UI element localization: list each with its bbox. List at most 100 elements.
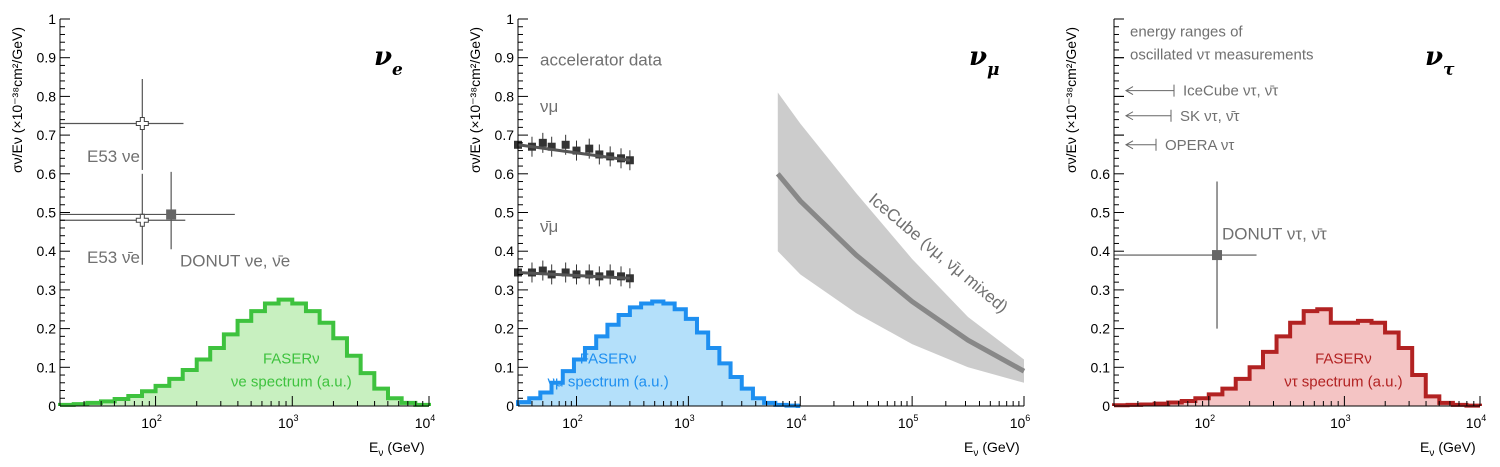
x-axis-label-sub: ν (1429, 448, 1434, 459)
energy-range-arrow (1124, 111, 1134, 121)
spectrum-label-name: νμ spectrum (a.u.) (548, 374, 669, 391)
y-tick-label: 0.7 (495, 127, 515, 143)
accelerator_numu-point (561, 140, 570, 149)
spectrum-fill (60, 299, 429, 406)
x-tick-exponent: 3 (294, 413, 299, 423)
accelerator_numubar-band (517, 270, 630, 280)
accelerator_numu-point (547, 142, 556, 151)
panel-nutau: FASERν ντ spectrum (a.u.) IceCube ντ, ν̄τ S… (1063, 18, 1487, 459)
accelerator_numubar-point (538, 266, 547, 275)
annotation-numubar: ν̄μ (540, 217, 558, 236)
y-tick-label: 0.2 (495, 321, 515, 337)
annotation-e53-nu: E53 νe (87, 147, 140, 166)
accelerator_numu-point (585, 144, 594, 153)
y-tick-label: 0.5 (495, 205, 515, 221)
x-tick-exponent: 4 (430, 413, 435, 423)
annotation-donut: DONUT ντ, ν̄τ (1222, 225, 1327, 244)
spectrum-label-faser: FASERν (580, 350, 637, 367)
energy-range-arrow (1124, 86, 1134, 96)
x-tick-exponent: 2 (1210, 413, 1215, 423)
x-axis-label-sub: ν (973, 448, 978, 459)
point-marker (135, 116, 149, 130)
spectrum-label-name: ντ spectrum (a.u.) (1284, 374, 1402, 391)
panel-symbol: νμ (969, 42, 1000, 80)
x-tick-exponent: 3 (1346, 413, 1351, 423)
y-tick-label: 0.4 (495, 243, 515, 259)
x-tick-exponent: 2 (157, 413, 162, 423)
x-axis-label-sub: ν (378, 448, 383, 459)
accelerator_numu-point (572, 146, 581, 155)
annotation-accelerator: accelerator data (540, 50, 662, 69)
y-tick-label: 0.7 (37, 127, 57, 143)
x-tick-exponent: 5 (913, 413, 918, 423)
y-tick-label: 1 (506, 11, 514, 27)
y-tick-label: 0 (1102, 398, 1110, 414)
y-tick-label: 0.1 (1091, 359, 1111, 375)
x-axis-label: Eν (GeV) (1420, 439, 1476, 459)
panel-symbol: ντ (1425, 42, 1455, 80)
x-axis-label: Eν (GeV) (369, 439, 425, 459)
y-tick-label: 0.4 (37, 243, 57, 259)
y-tick-label: 0.1 (495, 359, 515, 375)
x-tick-exponent: 4 (802, 413, 807, 423)
spectrum-histogram (58, 297, 431, 407)
x-tick-exponent: 3 (690, 413, 695, 423)
icecube-central-line (775, 172, 1026, 374)
x-tick-label: 103 (1330, 413, 1351, 431)
x-tick-exponent: 6 (1025, 413, 1030, 423)
y-tick-label: 0.3 (495, 282, 515, 298)
x-axis-label-unit: (GeV) (1438, 439, 1475, 455)
accelerator_numu-point (595, 150, 604, 159)
spectrum-histogram (516, 299, 801, 408)
point-marker (1212, 250, 1223, 261)
y-tick-label: 0.5 (37, 205, 57, 221)
point-marker (166, 209, 177, 220)
y-axis-label: σν/Eν (×10⁻³⁸cm²/GeV) (1063, 27, 1079, 173)
annotation-numu: νμ (540, 97, 558, 116)
annotation-donut: DONUT νe, ν̄e (180, 252, 290, 271)
y-tick-label: 0.2 (1091, 321, 1111, 337)
x-tick-label: 102 (1194, 413, 1215, 431)
accelerator_numubar-point (585, 270, 594, 279)
energy-range-label: OPERA ντ (1165, 137, 1234, 154)
y-tick-label: 0.6 (37, 166, 57, 182)
point-marker (135, 213, 149, 227)
x-tick-label: 104 (1466, 413, 1487, 431)
spectrum-label-faser: FASERν (1315, 350, 1372, 367)
x-tick-label: 103 (674, 413, 695, 431)
panel-symbol: νe (374, 42, 403, 80)
y-tick-label: 0.3 (37, 282, 57, 298)
y-tick-label: 0.1 (37, 359, 57, 375)
x-tick-label: 104 (786, 413, 807, 431)
accelerator_numubar-point (606, 270, 615, 279)
energy-range-label: IceCube ντ, ν̄τ (1183, 83, 1278, 100)
accelerator_numubar-point (561, 268, 570, 277)
y-tick-label: 0.9 (37, 50, 57, 66)
x-tick-label: 103 (278, 413, 299, 431)
x-axis-label-unit: (GeV) (982, 439, 1019, 455)
y-tick-label: 0.3 (1091, 282, 1111, 298)
icecube-band (777, 92, 1024, 383)
y-tick-label: 0.8 (495, 88, 515, 104)
panel-nue: FASERν νe spectrum (a.u.) E53 νe E53 ν̄e DON… (9, 11, 435, 459)
x-tick-exponent: 4 (1481, 413, 1486, 423)
panel-symbol-subscript: e (392, 60, 403, 80)
energy-range-arrow (1124, 140, 1134, 150)
x-tick-label: 105 (898, 413, 919, 431)
accelerator_numu-band (517, 143, 631, 162)
x-axis-label: Eν (GeV) (964, 439, 1020, 459)
y-tick-label: 0.9 (495, 50, 515, 66)
spectrum-label-name: νe spectrum (a.u.) (231, 374, 352, 391)
y-tick-label: 0.5 (1091, 205, 1111, 221)
x-tick-label: 104 (415, 413, 436, 431)
y-tick-label: 0.4 (1091, 243, 1111, 259)
y-axis-label: σν/Eν (×10⁻³⁸cm²/GeV) (467, 27, 483, 173)
x-tick-label: 106 (1010, 413, 1031, 431)
y-tick-label: 0.6 (1091, 166, 1111, 182)
annotation-header-2: oscillated ντ measurements (1130, 47, 1314, 64)
panel-symbol-subscript: μ (987, 60, 999, 80)
y-axis-label: σν/Eν (×10⁻³⁸cm²/GeV) (9, 27, 25, 173)
y-tick-label: 0.6 (495, 166, 515, 182)
y-tick-label: 0.8 (37, 88, 57, 104)
